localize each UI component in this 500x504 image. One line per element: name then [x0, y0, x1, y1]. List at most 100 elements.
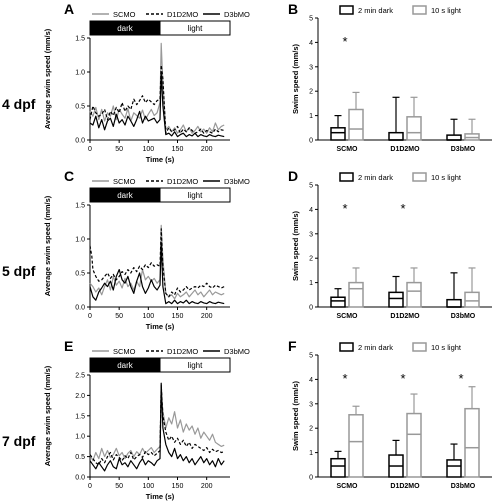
- y-tick-label: 2: [309, 89, 313, 96]
- category-label: D3bMO: [451, 313, 476, 320]
- category-label: D1D2MO: [390, 146, 420, 153]
- category-label: SCMO: [337, 313, 359, 320]
- light-phase-bar: [159, 187, 231, 203]
- box-panel-D: D 2 min dark 10 s light 0 1 2 3 4 5 Swim speed (m…: [288, 168, 492, 320]
- y-tick-label: 2.5: [75, 373, 85, 380]
- y-tick-label: 0.0: [75, 305, 85, 312]
- x-tick-label: 50: [115, 146, 123, 153]
- y-tick-label: 0.0: [75, 475, 85, 482]
- series-line-scmo: [89, 42, 225, 134]
- x-tick-label: 100: [142, 146, 154, 153]
- category-label: SCMO: [337, 146, 359, 153]
- category-label: SCMO: [337, 483, 359, 490]
- legend-label-dark: 2 min dark: [358, 343, 393, 352]
- y-tick-label: 1.5: [75, 413, 85, 420]
- panel-letter: B: [288, 1, 298, 17]
- y-tick-label: 1.0: [75, 237, 85, 244]
- line-panel-C: C SCMO D1D2MO D3bMO dark light 0.0 0.5 1.0 1.5 0 50…: [43, 168, 250, 331]
- box-light: [406, 116, 422, 141]
- x-tick-label: 200: [201, 146, 213, 153]
- light-phase-bar: [159, 357, 231, 373]
- series-line-d3bmo: [89, 241, 225, 305]
- legend-swatch-light: [412, 342, 427, 352]
- legend-label-d3bmo: D3bMO: [224, 177, 250, 186]
- x-tick-label: 150: [172, 146, 184, 153]
- y-axis-title: Swim speed (mm/s): [291, 210, 300, 281]
- significance-star: *: [342, 371, 347, 386]
- row-label-5dpf: 5 dpf: [2, 263, 36, 279]
- x-tick-label: 150: [172, 483, 184, 490]
- box-dark: [330, 296, 346, 308]
- box-light: [348, 108, 364, 141]
- y-tick-label: 0: [309, 475, 313, 482]
- dark-phase-label: dark: [117, 361, 134, 370]
- y-axis-title: Average swim speed (mm/s): [43, 28, 52, 129]
- legend-label-scmo: SCMO: [113, 10, 136, 19]
- legend-label-dark: 2 min dark: [358, 173, 393, 182]
- panel-letter: F: [288, 338, 297, 354]
- x-axis-title: Time (s): [146, 322, 175, 331]
- significance-star: *: [458, 371, 463, 386]
- x-tick-label: 50: [115, 483, 123, 490]
- x-tick-label: 0: [88, 313, 92, 320]
- line-panel-E: E SCMO D1D2MO D3bMO dark light 0.0 0.5 1.0 1.5 2.0…: [43, 338, 250, 501]
- panel-letter: E: [64, 338, 73, 354]
- box-dark: [446, 459, 462, 478]
- y-tick-label: 1: [309, 450, 313, 457]
- box-light: [348, 281, 364, 308]
- y-tick-label: 2: [309, 256, 313, 263]
- legend-label-light: 10 s light: [431, 6, 462, 15]
- dark-phase-label: dark: [117, 24, 134, 33]
- y-tick-label: 1.0: [75, 434, 85, 441]
- significance-star: *: [400, 201, 405, 216]
- legend-label-d3bmo: D3bMO: [224, 347, 250, 356]
- legend-label-light: 10 s light: [431, 343, 462, 352]
- category-label: D3bMO: [451, 146, 476, 153]
- y-tick-label: 0.5: [75, 454, 85, 461]
- y-tick-label: 1: [309, 113, 313, 120]
- legend-label-scmo: SCMO: [113, 347, 136, 356]
- legend-label-light: 10 s light: [431, 173, 462, 182]
- significance-star: *: [342, 201, 347, 216]
- y-tick-label: 5: [309, 183, 313, 190]
- light-phase-bar: [159, 20, 231, 36]
- y-tick-label: 1.0: [75, 70, 85, 77]
- row-labels: 4 dpf 5 dpf 7 dpf: [2, 96, 36, 449]
- category-label: D1D2MO: [390, 313, 420, 320]
- y-tick-label: 4: [309, 377, 313, 384]
- light-phase-label: light: [188, 191, 203, 200]
- panel-letter: C: [64, 168, 74, 184]
- legend-swatch-light: [412, 172, 427, 182]
- box-dark: [330, 457, 346, 478]
- legend-label-d3bmo: D3bMO: [224, 10, 250, 19]
- x-tick-label: 150: [172, 313, 184, 320]
- x-tick-label: 200: [201, 483, 213, 490]
- y-axis-title: Swim speed (mm/s): [291, 43, 300, 114]
- y-axis-title: Swim speed (mm/s): [291, 380, 300, 451]
- y-tick-label: 5: [309, 353, 313, 360]
- y-tick-label: 3: [309, 401, 313, 408]
- category-label: D3bMO: [451, 483, 476, 490]
- row-label-7dpf: 7 dpf: [2, 433, 36, 449]
- box-dark: [388, 131, 404, 141]
- legend-label-d1d2mo: D1D2MO: [167, 10, 198, 19]
- y-tick-label: 3: [309, 231, 313, 238]
- y-tick-label: 2: [309, 426, 313, 433]
- box-light: [406, 412, 422, 478]
- y-tick-label: 0.5: [75, 271, 85, 278]
- series-line-d3bmo: [89, 382, 225, 472]
- x-tick-label: 50: [115, 313, 123, 320]
- y-tick-label: 1: [309, 280, 313, 287]
- x-axis-title: Time (s): [146, 492, 175, 501]
- y-tick-label: 5: [309, 16, 313, 23]
- box-dark: [330, 127, 346, 141]
- category-label: D1D2MO: [390, 483, 420, 490]
- box-light: [406, 281, 422, 308]
- x-tick-label: 0: [88, 146, 92, 153]
- legend-label-dark: 2 min dark: [358, 6, 393, 15]
- panel-letter: D: [288, 168, 298, 184]
- series-line-d3bmo: [89, 71, 225, 138]
- legend-swatch-dark: [339, 342, 354, 352]
